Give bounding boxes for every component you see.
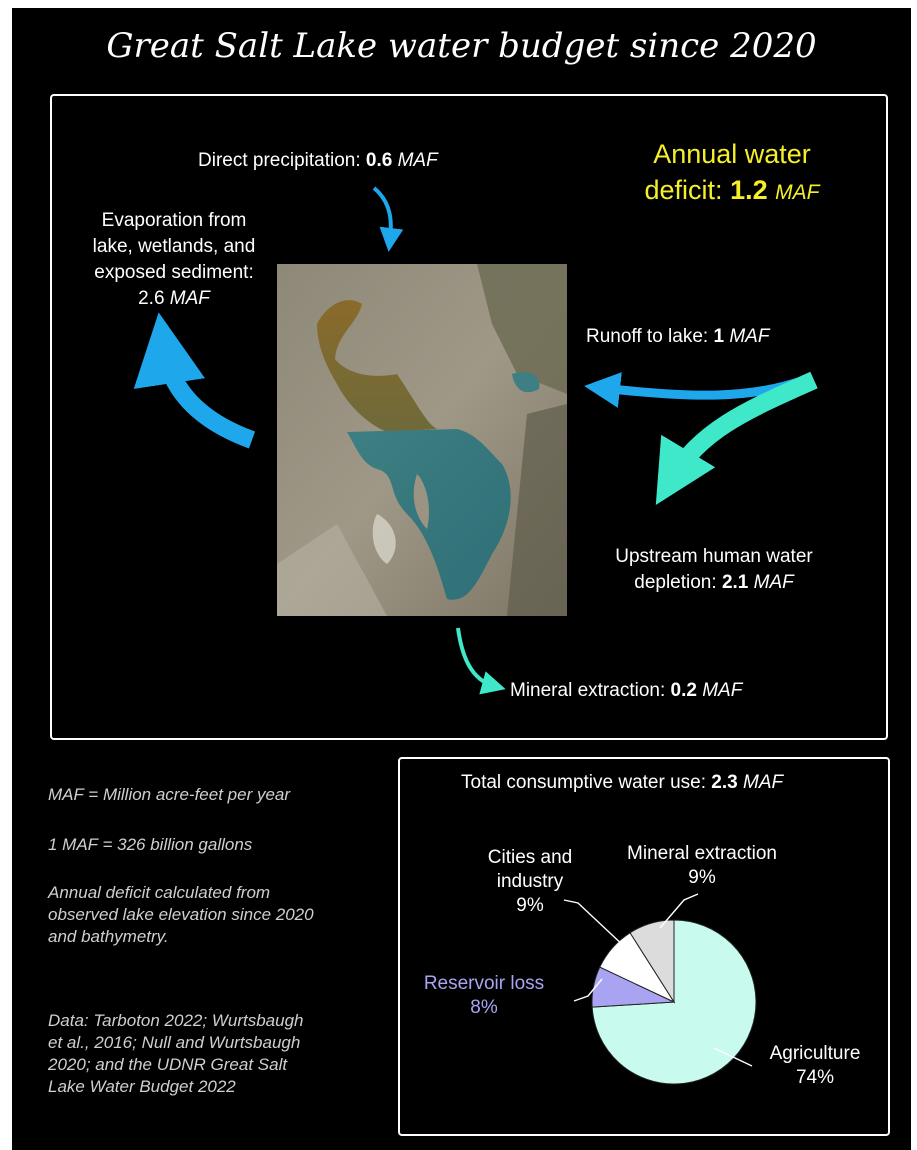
leader-reservoir	[573, 978, 603, 1002]
deficit-value: 1.2	[730, 175, 768, 205]
note-gallons: 1 MAF = 326 billion gallons	[48, 835, 253, 854]
budget-panel	[50, 94, 888, 740]
runoff-value: 1	[713, 326, 725, 347]
precipitation-value: 0.6	[365, 150, 393, 171]
agriculture-label: Agriculture	[769, 1043, 861, 1064]
pie-title-text: Total consumptive water use:	[461, 772, 707, 793]
deficit-line2: deficit:	[644, 175, 723, 205]
note-data-line1: Data: Tarboton 2022; Wurtsbaugh	[48, 1011, 304, 1030]
note-deficit: Annual deficit calculated from observed …	[48, 882, 314, 948]
depletion-arrow	[655, 371, 818, 506]
pie-slice-mineral	[629, 919, 675, 1004]
evaporation-arrow	[133, 312, 256, 449]
pie-chart	[563, 893, 757, 1085]
note-data-line3: 2020; and the UDNR Great Salt	[48, 1055, 288, 1074]
pie-label-mineral: Mineral extraction 9%	[602, 842, 802, 890]
depletion-label: Upstream human water depletion: 2.1 MAF	[584, 544, 844, 596]
depletion-unit: MAF	[753, 572, 794, 593]
mineral-arrow	[456, 627, 506, 695]
evaporation-line3: exposed sediment:	[94, 262, 254, 283]
precipitation-arrow	[372, 186, 404, 252]
deficit-line1: Annual water	[653, 139, 811, 169]
evaporation-line1: Evaporation from	[101, 210, 247, 231]
lake-satellite-image	[277, 264, 567, 616]
flow-arrows	[133, 186, 818, 695]
reservoir-value: 8%	[470, 997, 498, 1018]
runoff-unit: MAF	[729, 326, 770, 347]
note-deficit-line2: observed lake elevation since 2020	[48, 905, 314, 924]
pie-label-agriculture: Agriculture 74%	[750, 1042, 880, 1090]
leader-mineral	[659, 893, 699, 929]
infographic-canvas: Great Salt Lake water budget since 2020 …	[12, 8, 911, 1150]
agriculture-value: 74%	[795, 1067, 835, 1088]
precipitation-unit: MAF	[397, 150, 438, 171]
pie-title-unit: MAF	[743, 772, 784, 793]
evaporation-line2: lake, wetlands, and	[92, 236, 256, 257]
pie-title-value: 2.3	[711, 772, 738, 793]
page-title: Great Salt Lake water budget since 2020	[106, 26, 817, 66]
mineral-unit: MAF	[702, 680, 743, 701]
note-data-line4: Lake Water Budget 2022	[48, 1077, 236, 1096]
mineral-label: Mineral extraction: 0.2 MAF	[510, 678, 810, 704]
precipitation-label: Direct precipitation: 0.6 MAF	[198, 148, 498, 174]
leader-cities	[563, 899, 627, 949]
mineral-slice-label: Mineral extraction	[627, 843, 777, 864]
depletion-line1: Upstream human water	[615, 546, 813, 567]
mineral-slice-value: 9%	[688, 867, 716, 888]
runoff-label: Runoff to lake: 1 MAF	[586, 324, 826, 350]
note-data-line2: et al., 2016; Null and Wurtsbaugh	[48, 1033, 301, 1052]
evaporation-label: Evaporation from lake, wetlands, and exp…	[60, 208, 288, 312]
evaporation-value: 2.6	[138, 288, 165, 309]
note-deficit-line1: Annual deficit calculated from	[48, 883, 271, 902]
precipitation-text: Direct precipitation:	[198, 150, 361, 171]
deficit-unit: MAF	[775, 181, 820, 204]
pie-panel	[398, 757, 890, 1136]
pie-title: Total consumptive water use: 2.3 MAF	[461, 770, 881, 796]
cities-label-line2: industry	[496, 871, 564, 892]
evaporation-unit: MAF	[169, 288, 210, 309]
note-data-sources: Data: Tarboton 2022; Wurtsbaugh et al., …	[48, 1010, 303, 1098]
depletion-line2: depletion:	[634, 572, 717, 593]
reservoir-label: Reservoir loss	[423, 973, 545, 994]
deficit-label: Annual water deficit: 1.2 MAF	[612, 136, 852, 211]
note-deficit-line3: and bathymetry.	[48, 927, 169, 946]
mineral-text: Mineral extraction:	[510, 680, 666, 701]
pie-label-cities: Cities and industry 9%	[468, 846, 592, 918]
runoff-text: Runoff to lake:	[586, 326, 709, 347]
note-maf-definition: MAF = Million acre-feet per year	[48, 785, 291, 804]
cities-label-line1: Cities and	[487, 847, 573, 868]
pie-label-reservoir: Reservoir loss 8%	[404, 972, 564, 1020]
cities-value: 9%	[516, 895, 544, 916]
mineral-value: 0.2	[670, 680, 697, 701]
leader-agriculture	[713, 1047, 753, 1067]
depletion-value: 2.1	[721, 572, 749, 593]
